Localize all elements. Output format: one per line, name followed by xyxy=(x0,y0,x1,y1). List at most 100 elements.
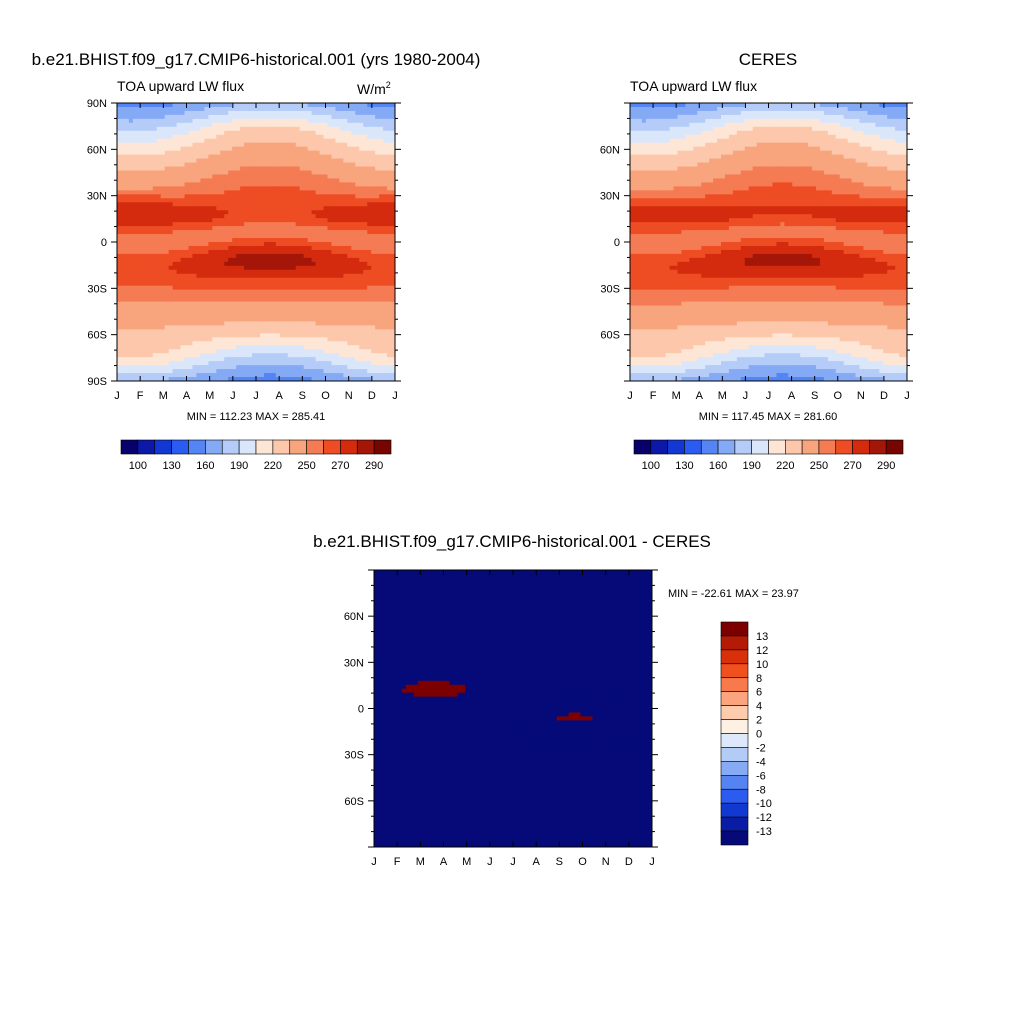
contour-cell xyxy=(327,186,333,191)
contour-cell xyxy=(120,230,126,235)
contour-cell xyxy=(375,373,380,378)
contour-cell xyxy=(160,106,166,112)
contour-cell xyxy=(124,313,130,319)
contour-cell xyxy=(192,293,198,299)
contour-cell xyxy=(267,122,273,128)
contour-cell xyxy=(240,154,245,160)
contour-cell xyxy=(343,206,348,211)
contour-cell xyxy=(311,333,317,338)
contour-cell xyxy=(363,174,368,180)
contour-cell xyxy=(311,170,317,176)
contour-cell xyxy=(232,277,237,283)
contour-cell xyxy=(204,210,209,215)
contour-cell xyxy=(120,242,126,247)
contour-cell xyxy=(275,257,281,263)
contour-cell xyxy=(359,238,364,243)
contour-cell xyxy=(136,313,142,319)
contour-cell xyxy=(339,198,344,203)
contour-cell xyxy=(343,305,348,311)
contour-cell xyxy=(275,365,281,370)
contour-cell xyxy=(391,122,395,128)
contour-cell xyxy=(200,218,205,223)
contour-cell xyxy=(387,305,392,311)
contour-cell xyxy=(132,194,138,199)
contour-cell xyxy=(287,190,293,195)
contour-cell xyxy=(248,170,253,176)
contour-cell xyxy=(156,198,162,203)
contour-cell xyxy=(140,130,146,136)
contour-cell xyxy=(339,269,344,275)
contour-cell xyxy=(263,281,269,287)
contour-cell xyxy=(180,174,186,180)
contour-cell xyxy=(196,210,201,215)
contour-cell xyxy=(319,230,325,235)
contour-cell xyxy=(371,317,376,323)
contour-cell xyxy=(315,281,321,287)
contour-cell xyxy=(299,369,305,374)
contour-cell xyxy=(220,309,225,315)
contour-cell xyxy=(136,353,142,358)
contour-cell xyxy=(192,345,198,350)
contour-cell xyxy=(188,114,194,120)
contour-cell xyxy=(117,265,122,271)
contour-cell xyxy=(228,269,233,275)
contour-cell xyxy=(184,218,190,223)
contour-cell xyxy=(379,174,384,180)
contour-cell xyxy=(319,333,325,338)
contour-cell xyxy=(267,313,273,319)
contour-cell xyxy=(315,114,321,120)
contour-cell xyxy=(371,130,376,136)
contour-cell xyxy=(307,349,313,354)
contour-cell xyxy=(236,341,241,346)
contour-cell xyxy=(220,245,225,251)
contour-cell xyxy=(287,341,293,346)
contour-cell xyxy=(188,293,194,299)
contour-cell xyxy=(387,285,392,291)
contour-cell xyxy=(152,242,158,247)
contour-cell xyxy=(200,118,205,124)
contour-cell xyxy=(263,253,269,259)
contour-cell xyxy=(204,261,209,267)
contour-cell xyxy=(319,154,325,160)
contour-cell xyxy=(236,309,241,315)
contour-cell xyxy=(295,273,301,279)
contour-cell xyxy=(172,174,178,180)
contour-cell xyxy=(228,154,233,160)
contour-cell xyxy=(128,186,134,191)
contour-cell xyxy=(287,345,293,350)
contour-cell xyxy=(319,150,325,156)
contour-cell xyxy=(371,249,376,255)
contour-cell xyxy=(180,317,186,323)
contour-cell xyxy=(192,238,198,243)
contour-cell xyxy=(144,261,150,267)
contour-cell xyxy=(371,178,376,184)
contour-cell xyxy=(152,281,158,287)
contour-cell xyxy=(299,249,305,255)
contour-cell xyxy=(379,361,384,366)
contour-cell xyxy=(331,309,337,315)
contour-cell xyxy=(160,265,166,271)
contour-cell xyxy=(212,186,217,191)
contour-cell xyxy=(367,353,372,358)
contour-cell xyxy=(367,138,372,144)
contour-cell xyxy=(375,301,380,307)
contour-cell xyxy=(208,174,213,180)
contour-cell xyxy=(335,134,340,140)
contour-cell xyxy=(367,361,372,366)
contour-cell xyxy=(331,238,337,243)
contour-cell xyxy=(299,253,305,259)
contour-cell xyxy=(387,245,392,251)
contour-cell xyxy=(295,297,301,303)
contour-cell xyxy=(208,166,213,172)
contour-cell xyxy=(291,293,297,299)
contour-cell xyxy=(204,321,209,326)
contour-cell xyxy=(200,249,205,255)
panel-model: b.e21.BHIST.f09_g17.CMIP6-historical.001… xyxy=(32,50,481,472)
contour-cell xyxy=(184,174,190,180)
contour-cell xyxy=(335,103,340,108)
contour-cell xyxy=(391,345,395,350)
contour-cell xyxy=(228,170,233,176)
contour-cell xyxy=(283,178,289,184)
contour-cell xyxy=(295,186,301,191)
colorbar-box xyxy=(154,439,172,455)
